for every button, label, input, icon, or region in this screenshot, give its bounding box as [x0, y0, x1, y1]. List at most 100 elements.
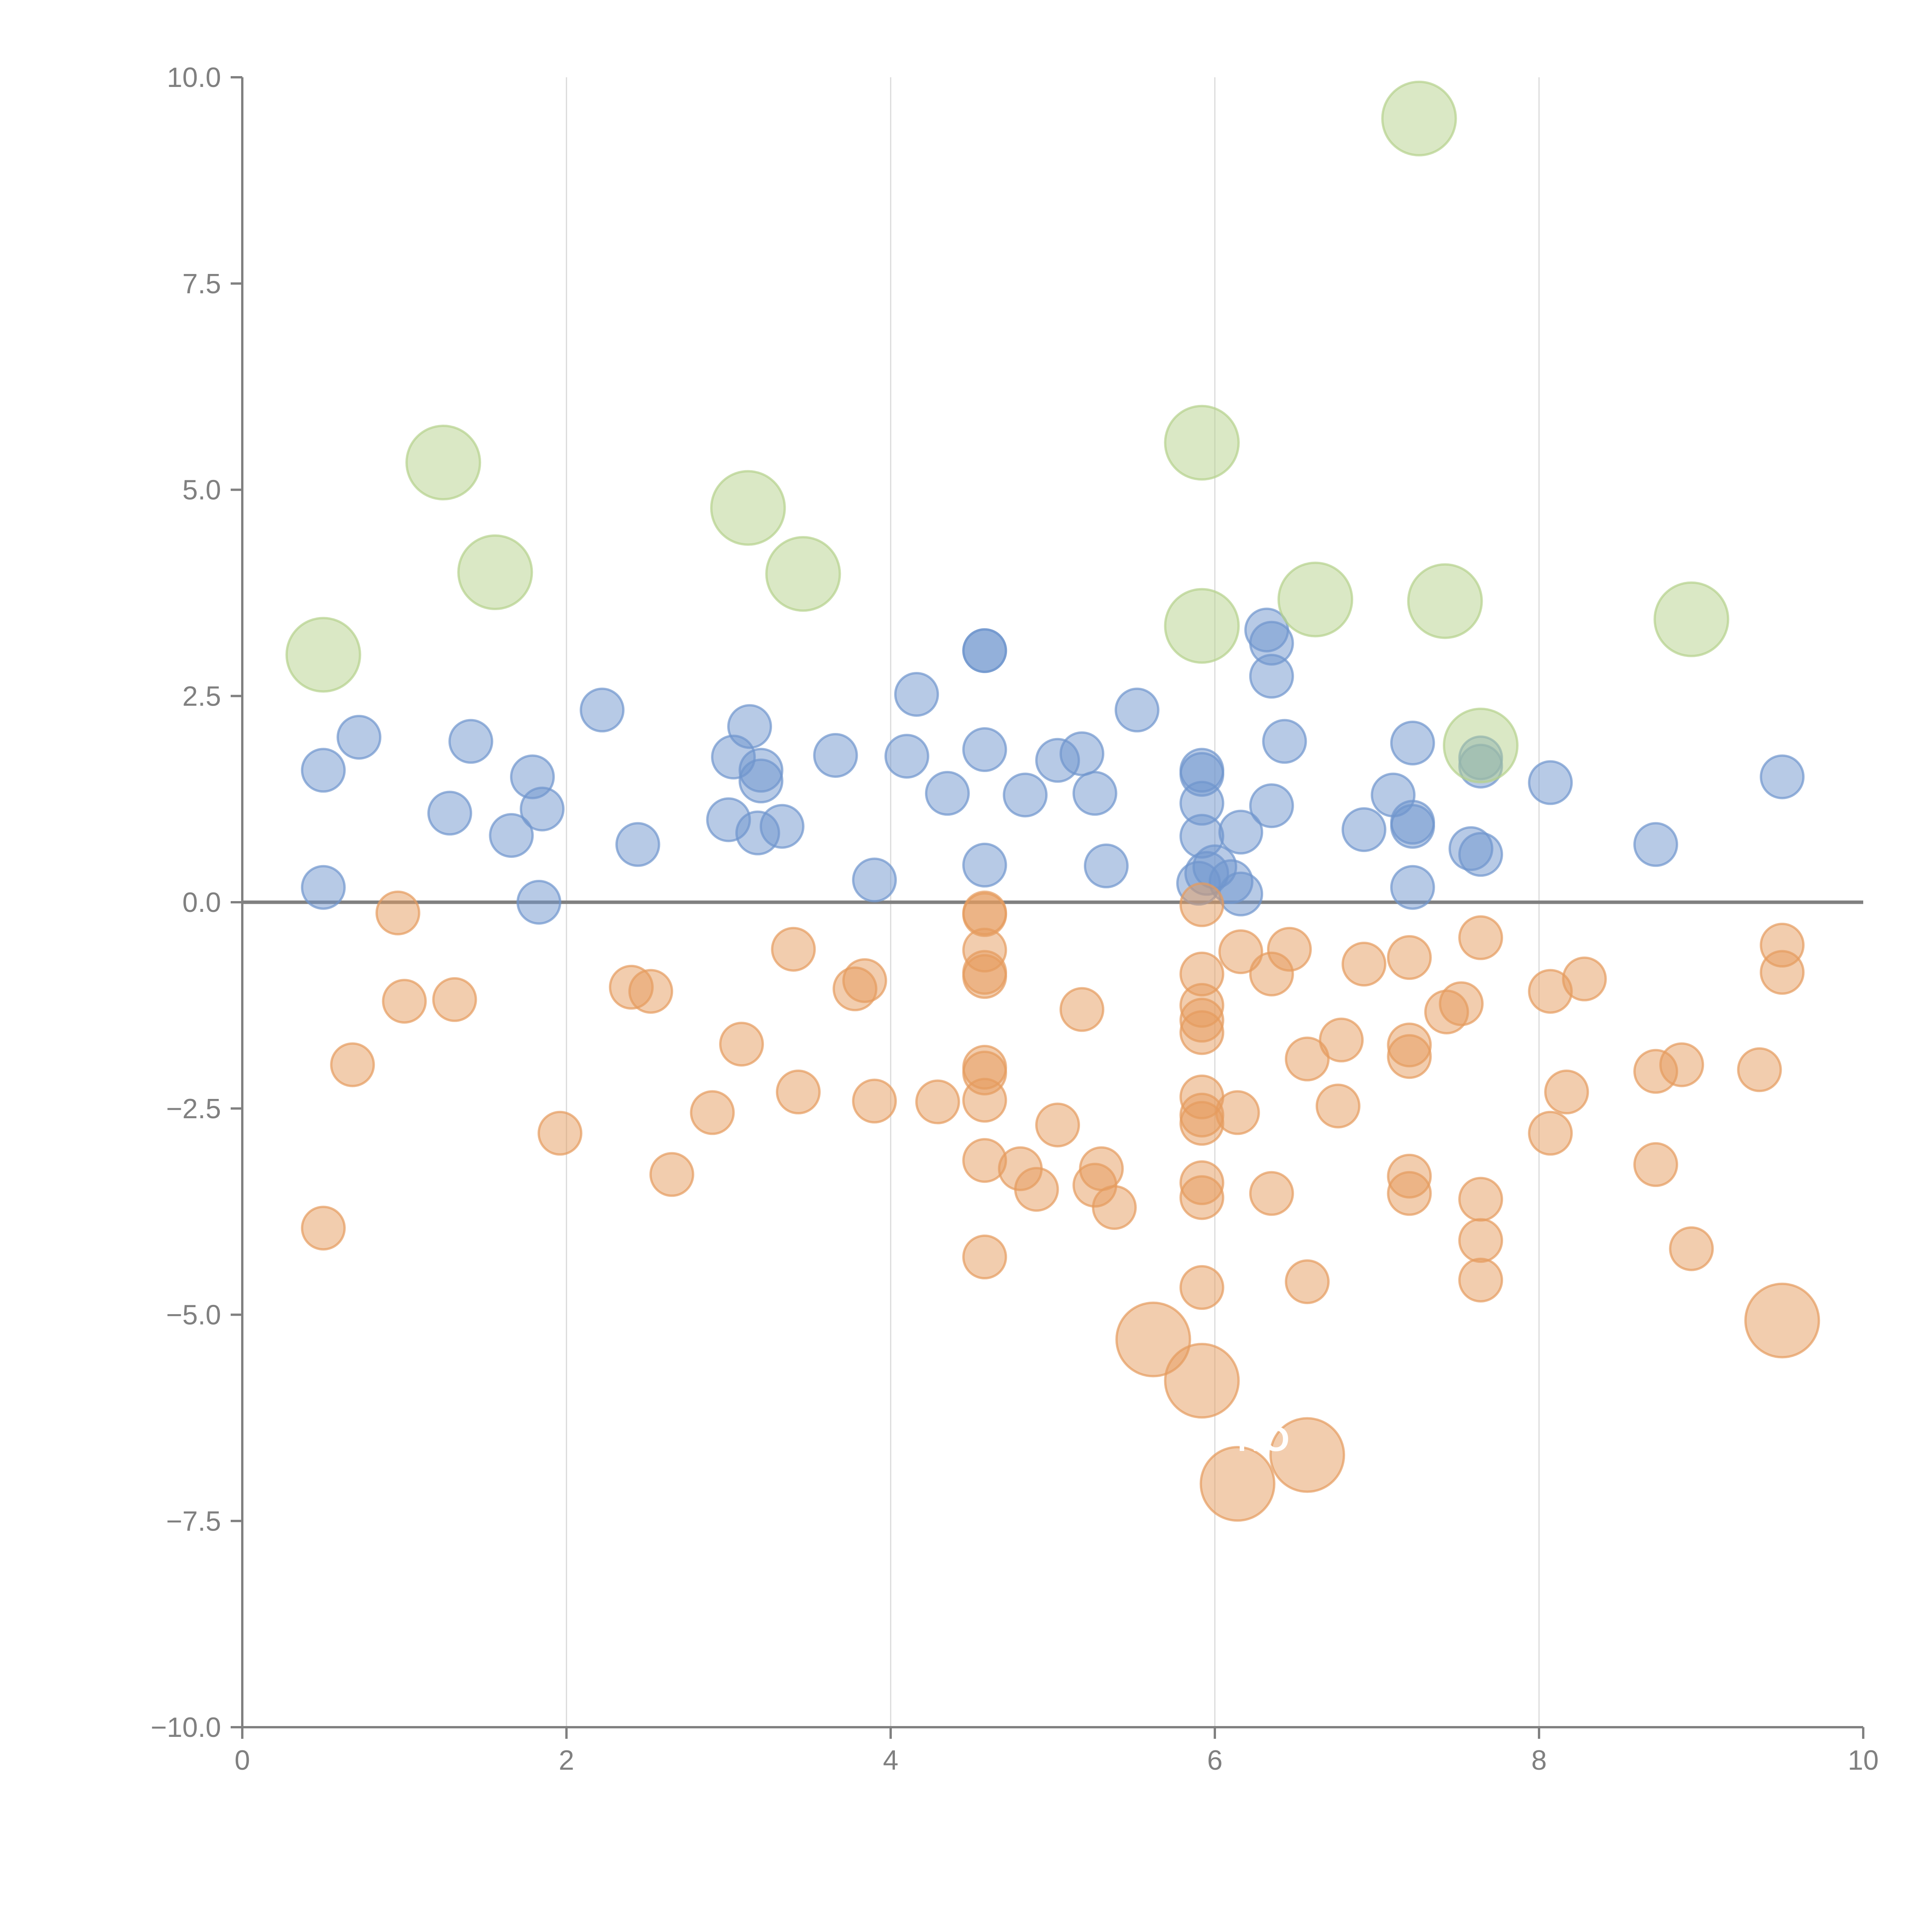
point-positive [894, 672, 939, 717]
point-positive [1390, 804, 1435, 849]
y-tick-label: 10.0 [167, 62, 221, 93]
point-positive [925, 771, 970, 816]
point-negative [1267, 927, 1312, 972]
point-negative [842, 958, 887, 1003]
point-positive [427, 791, 472, 836]
point-positive [489, 813, 534, 858]
point-negative [1760, 950, 1805, 995]
point-positive [1341, 807, 1386, 852]
point-negative [1179, 1265, 1225, 1310]
point-highlight_positive [1277, 561, 1354, 638]
point-positive [1390, 865, 1435, 910]
data-points [285, 80, 1820, 1522]
point-negative [1319, 1017, 1364, 1063]
point-negative [1544, 1070, 1589, 1115]
point-negative [1659, 1042, 1704, 1087]
point-negative [1060, 987, 1105, 1032]
point-negative [301, 1206, 346, 1251]
y-tick-label: −10.0 [151, 1712, 221, 1743]
point-positive [1633, 822, 1679, 867]
point-positive [448, 719, 493, 764]
point-positive [1218, 871, 1264, 917]
point-negative [771, 927, 816, 972]
point-positive [884, 734, 929, 779]
point-negative [1179, 882, 1225, 927]
point-positive [1390, 720, 1435, 765]
point-positive [727, 704, 772, 749]
point-negative [537, 1111, 583, 1156]
point-highlight_positive [765, 536, 841, 612]
point-positive [1249, 783, 1294, 828]
point-negative [1439, 981, 1484, 1026]
point-negative [1458, 1257, 1503, 1303]
point-highlight_negative [1269, 1417, 1345, 1493]
y-tick-label: 2.5 [182, 681, 221, 712]
point-negative [382, 979, 427, 1024]
y-tick-label: −5.0 [166, 1300, 221, 1331]
tick-labels: 0 2 4 6 8 10 10.0 7.5 5.0 2.5 0.0 −2.5 −5.0 −7.5 −10.0… [151, 62, 1879, 1776]
point-highlight_positive [1407, 563, 1483, 639]
point-negative [776, 1070, 821, 1115]
point-positive [1528, 760, 1573, 805]
point-negative [1387, 1171, 1432, 1216]
point-negative [1387, 1034, 1432, 1079]
y-tick-label: 5.0 [182, 475, 221, 506]
point-negative [432, 977, 477, 1022]
point-negative [1458, 915, 1503, 960]
point-highlight_positive [1164, 588, 1240, 664]
point-positive [738, 759, 784, 804]
point-positive [1458, 832, 1503, 877]
point-positive [1249, 654, 1294, 699]
point-positive [813, 733, 858, 778]
axes [231, 76, 1864, 1739]
point-positive [1218, 810, 1264, 855]
point-negative [649, 1152, 694, 1197]
annotation: NO [1237, 1420, 1289, 1459]
point-negative [1092, 1185, 1137, 1230]
point-negative [719, 1022, 764, 1067]
point-positive [1083, 844, 1129, 889]
point-negative [962, 954, 1007, 999]
y-tick-label: 0.0 [182, 887, 221, 918]
point-positive [337, 715, 382, 760]
point-negative [1341, 942, 1386, 987]
x-tick-label: 8 [1531, 1745, 1547, 1776]
point-negative [1528, 1111, 1573, 1156]
x-tick-label: 0 [235, 1745, 250, 1776]
point-positive [962, 842, 1007, 888]
point-negative [962, 1078, 1007, 1123]
point-highlight_negative [1744, 1282, 1820, 1359]
point-positive [1760, 754, 1805, 799]
point-positive [759, 804, 804, 849]
point-highlight_positive [405, 425, 481, 501]
point-negative [1315, 1083, 1361, 1129]
point-positive [1114, 687, 1160, 733]
point-negative [1035, 1102, 1080, 1148]
point-highlight_positive [1442, 707, 1519, 784]
point-negative [1249, 1171, 1294, 1216]
point-positive [1262, 719, 1307, 764]
point-positive [1060, 731, 1105, 776]
point-negative [915, 1079, 960, 1124]
point-negative [852, 1078, 897, 1124]
point-negative [962, 1235, 1007, 1280]
point-highlight_positive [1164, 405, 1240, 481]
point-highlight_negative [1164, 1343, 1240, 1419]
point-negative [1458, 1218, 1503, 1263]
point-positive [301, 748, 346, 793]
x-tick-label: 6 [1207, 1745, 1223, 1776]
point-positive [516, 880, 561, 925]
point-negative [1218, 929, 1264, 975]
point-positive [1003, 772, 1048, 818]
point-negative [1285, 1259, 1330, 1304]
point-highlight_negative [1199, 1446, 1276, 1522]
point-highlight_positive [1653, 581, 1730, 657]
point-negative [1458, 1177, 1503, 1222]
point-negative [1215, 1090, 1260, 1135]
point-negative [690, 1090, 735, 1135]
point-negative [1562, 956, 1607, 1002]
point-negative [1737, 1047, 1782, 1092]
x-tick-label: 2 [559, 1745, 574, 1776]
point-negative [1014, 1167, 1059, 1212]
x-tick-label: 4 [883, 1745, 898, 1776]
